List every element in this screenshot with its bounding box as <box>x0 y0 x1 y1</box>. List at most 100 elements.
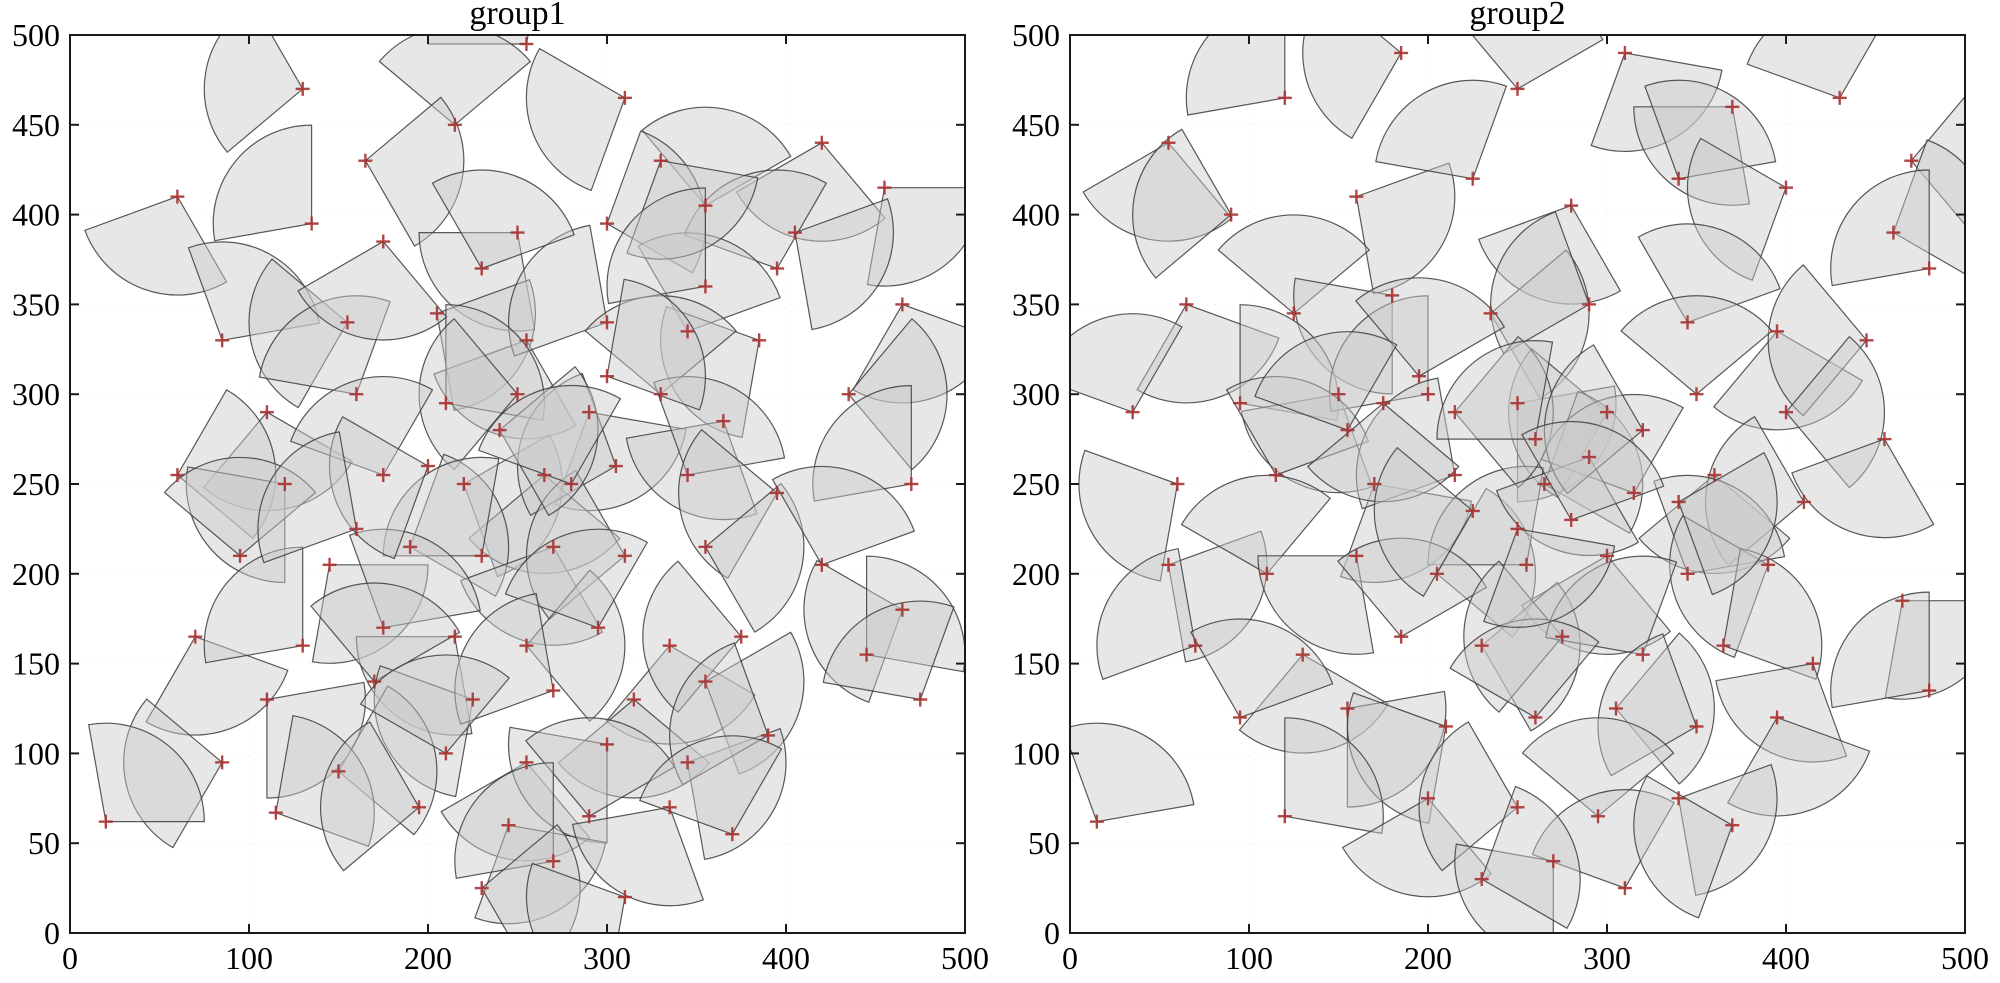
wedge-shape <box>364 96 465 247</box>
y-tick-label: 150 <box>12 646 60 682</box>
wedge-shape <box>418 232 536 332</box>
wedge-shape <box>418 317 519 471</box>
wedge-shape <box>524 717 676 818</box>
wedge-shape <box>1597 633 1698 777</box>
wedge-shape <box>1638 474 1791 574</box>
axis-labels: 0 100 200 300 400 500 0 50 100 150 200 250 300 350 400… <box>1012 17 1989 976</box>
axis-ticks <box>69 34 966 934</box>
wedge-shape <box>1483 528 1616 628</box>
wedge-shape <box>433 339 577 440</box>
y-tick-label: 0 <box>44 915 60 951</box>
wedge-shape <box>1531 789 1675 889</box>
chart-group1: group1 0 100 200 300 400 500 0 50 100 150 200 250 300… <box>12 0 989 976</box>
wedge-shape <box>1686 137 1787 281</box>
wedge-shape <box>626 160 759 260</box>
wedge-shape <box>88 722 205 823</box>
wedge-shape <box>1521 717 1675 818</box>
y-tick-label: 200 <box>1012 556 1060 592</box>
wedge-shape <box>1830 591 1930 709</box>
wedge-shape <box>507 726 608 844</box>
wedge-shape <box>212 124 313 242</box>
wedge-shape <box>266 681 366 799</box>
wedge-shape <box>639 735 783 835</box>
wedge-shape <box>1615 632 1715 785</box>
wedge-shape <box>123 698 223 849</box>
wedge-shape <box>1427 465 1545 566</box>
wedge-shape <box>1463 560 1564 713</box>
y-tick-label: 450 <box>1012 107 1060 143</box>
gridlines <box>1070 35 1965 933</box>
wedge-shape <box>704 631 805 775</box>
wedge-shape <box>557 698 711 799</box>
x-tick-label: 200 <box>404 940 452 976</box>
wedge-shape <box>311 564 429 664</box>
wedge-shape <box>203 35 304 154</box>
x-tick-label: 100 <box>225 940 273 976</box>
wedge-shape <box>847 317 948 471</box>
marker-layer <box>1089 45 1937 896</box>
wedge-shape <box>1590 52 1723 153</box>
plot-area <box>70 35 965 933</box>
wedge-shape <box>1495 456 1640 557</box>
x-tick-label: 100 <box>1225 940 1273 976</box>
wedge-shape <box>1180 474 1332 575</box>
wedge-shape <box>794 198 894 331</box>
wedge-shape <box>1669 514 1769 659</box>
y-tick-label: 350 <box>1012 286 1060 322</box>
wedge-shape <box>257 431 358 564</box>
marker-layer <box>98 36 928 905</box>
wedge-shape <box>1712 330 1864 431</box>
wedge-shape <box>1418 721 1519 872</box>
wedge-shape <box>606 130 707 274</box>
wedge-shape <box>1346 690 1447 808</box>
chart-svg-group2: group2 0 100 200 300 400 500 0 50 100 150 200 250 300… <box>1012 0 1989 976</box>
wedge-shape <box>1225 376 1370 476</box>
wedge-shape <box>202 411 354 512</box>
wedge-shape <box>1257 555 1375 655</box>
wedge-shape <box>1644 79 1777 180</box>
wedge-shape <box>1078 449 1179 582</box>
wedge-shape <box>460 546 604 646</box>
wedge-shape <box>516 372 617 517</box>
wedge-shape <box>1543 390 1644 535</box>
wedge-shape <box>297 240 448 341</box>
wedge-shape <box>1070 722 1195 823</box>
chart-group2: group2 0 100 200 300 400 500 0 50 100 150 200 250 300… <box>1000 0 2000 983</box>
y-tick-label: 450 <box>12 107 60 143</box>
wedge-shape <box>1185 35 1286 116</box>
wedge-shape <box>1306 402 1460 503</box>
wedge-shape <box>1521 420 1665 521</box>
wedge-shape <box>1677 451 1778 596</box>
wedge-shape <box>275 715 375 848</box>
wedge-shape <box>1217 214 1371 315</box>
chart-title: group1 <box>469 0 565 32</box>
wedge-shape <box>653 376 786 476</box>
wedge-shape <box>1454 843 1554 933</box>
y-tick-label: 500 <box>12 17 60 53</box>
axis-labels: 0 100 200 300 400 500 0 50 100 150 200 250 300 350 400… <box>12 17 989 976</box>
wedge-shape <box>1477 204 1622 305</box>
wedge-shape <box>431 169 575 270</box>
wedge-shape <box>1471 35 1604 90</box>
y-tick-label: 400 <box>12 197 60 233</box>
y-tick-label: 400 <box>1012 197 1060 233</box>
chart-title: group2 <box>1469 0 1565 32</box>
wedge-shape <box>1480 785 1581 930</box>
wedge-shape <box>852 303 965 404</box>
y-tick-label: 100 <box>12 735 60 771</box>
wedge-shape <box>1355 162 1456 295</box>
y-tick-label: 250 <box>1012 466 1060 502</box>
wedge-shape <box>803 559 904 703</box>
wedge-shape <box>525 569 626 722</box>
wedge-shape <box>1254 331 1398 431</box>
x-tick-label: 0 <box>62 940 78 976</box>
y-tick-label: 100 <box>1012 735 1060 771</box>
wedge-shape <box>1910 95 1965 226</box>
x-tick-label: 500 <box>1941 940 1989 976</box>
wedge-shape <box>1653 474 1786 575</box>
wedge-shape <box>1328 295 1429 412</box>
wedge-shape <box>84 195 228 296</box>
wedge-shape <box>504 528 649 629</box>
y-tick-label: 350 <box>12 286 60 322</box>
wedge-shape <box>1082 142 1233 242</box>
